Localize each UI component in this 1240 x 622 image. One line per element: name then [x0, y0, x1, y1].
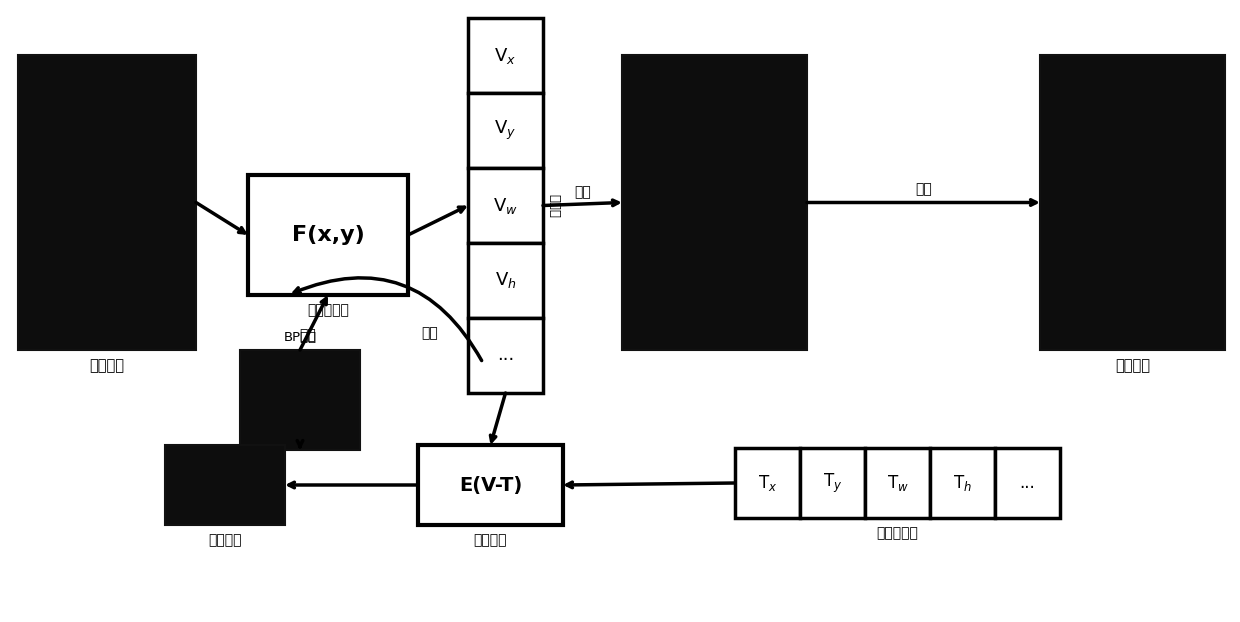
Text: 图片输入: 图片输入	[89, 358, 124, 373]
Bar	[19, 55, 196, 350]
Text: 损失函数: 损失函数	[474, 533, 507, 547]
Text: V$_x$: V$_x$	[495, 45, 517, 65]
Bar	[735, 448, 800, 518]
Bar	[248, 175, 408, 295]
Bar	[800, 448, 866, 518]
Text: 解析: 解析	[574, 185, 591, 200]
Text: V$_w$: V$_w$	[494, 195, 518, 215]
Bar	[467, 93, 543, 168]
Text: 预测值: 预测值	[547, 193, 560, 218]
Text: BP优化: BP优化	[284, 331, 316, 344]
Text: T$_h$: T$_h$	[954, 473, 972, 493]
Bar	[467, 168, 543, 243]
Text: 非线性函数: 非线性函数	[308, 303, 348, 317]
Text: T$_y$: T$_y$	[823, 471, 842, 494]
Bar	[994, 448, 1060, 518]
Bar	[930, 448, 994, 518]
Text: F(x,y): F(x,y)	[291, 225, 365, 245]
Text: E(V-T): E(V-T)	[459, 475, 522, 494]
Bar	[467, 318, 543, 393]
Text: 真实框标签: 真实框标签	[877, 526, 919, 540]
Bar	[622, 55, 807, 350]
Text: 均方损失: 均方损失	[208, 533, 242, 547]
Bar	[418, 445, 563, 525]
Text: V$_y$: V$_y$	[495, 119, 517, 142]
Text: ...: ...	[497, 346, 515, 364]
Text: 迭代: 迭代	[422, 326, 438, 340]
Bar	[467, 243, 543, 318]
Text: 最后输出: 最后输出	[1115, 358, 1149, 373]
Text: V$_h$: V$_h$	[495, 271, 516, 290]
Text: T$_x$: T$_x$	[758, 473, 777, 493]
Bar	[1040, 55, 1225, 350]
Text: T$_w$: T$_w$	[887, 473, 909, 493]
Bar	[467, 18, 543, 93]
Bar	[165, 445, 285, 525]
Text: ...: ...	[1019, 474, 1035, 492]
Text: 更新: 更新	[300, 328, 316, 342]
Text: 阈值: 阈值	[915, 182, 932, 197]
Bar	[241, 350, 360, 450]
Bar	[866, 448, 930, 518]
